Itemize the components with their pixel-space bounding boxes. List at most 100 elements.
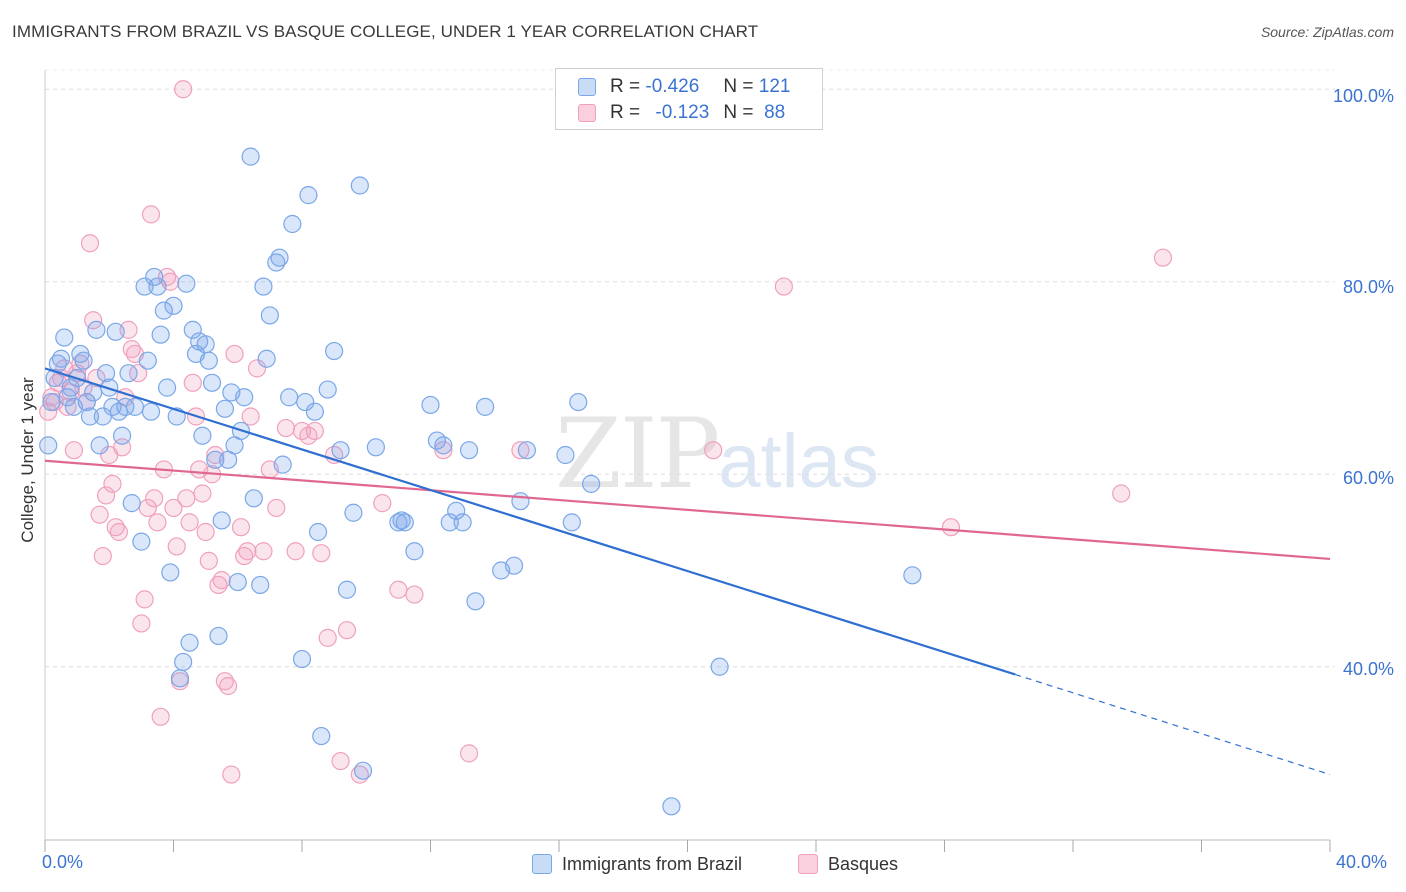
stats-legend-basques: R = -0.123 N = 88 <box>578 101 785 125</box>
brazil-point <box>87 320 106 339</box>
brazil-point <box>177 274 196 293</box>
brazil-point <box>74 351 93 370</box>
brazil-point <box>710 657 729 676</box>
brazil-point <box>148 277 167 296</box>
brazil-point <box>405 542 424 561</box>
brazil-point <box>517 441 536 460</box>
r-label: R = <box>610 76 641 97</box>
brazil-point <box>280 388 299 407</box>
basques-point <box>231 518 251 537</box>
basques-point <box>93 546 112 566</box>
x-tick-0: 0.0% <box>42 852 84 872</box>
brazil-point <box>273 455 292 474</box>
brazil-point <box>257 349 276 368</box>
brazil-point <box>51 349 71 368</box>
brazil-point <box>244 489 263 508</box>
brazil-point <box>161 563 180 582</box>
brazil-point <box>228 572 247 592</box>
basques-point <box>235 546 254 566</box>
basques-point <box>80 234 100 253</box>
brazil-trend-extension <box>1014 673 1331 776</box>
brazil-point <box>138 351 157 370</box>
basques-point <box>247 359 267 378</box>
brazil-point <box>180 633 199 652</box>
brazil-point <box>202 373 222 392</box>
basques-point <box>254 542 273 561</box>
brazil-point <box>392 511 411 530</box>
gridlines <box>45 69 1335 668</box>
brazil-point <box>421 395 440 415</box>
basques-point <box>219 676 238 696</box>
basques-point <box>305 421 324 441</box>
brazil-point <box>299 186 318 205</box>
brazil-point <box>267 253 286 272</box>
brazil-point <box>434 436 453 455</box>
brazil-point <box>582 474 601 493</box>
basques-point <box>511 441 530 460</box>
basques-point <box>312 544 331 563</box>
brazil-point <box>106 322 125 341</box>
basques-point <box>267 498 286 518</box>
watermark-atlas: atlas <box>718 419 879 504</box>
y-tick-40: 40.0% <box>1342 659 1394 679</box>
basques-point <box>286 542 305 561</box>
brazil-point <box>125 397 145 416</box>
brazil-point <box>61 378 80 397</box>
bottom-legend-brazil-label: Immigrants from Brazil <box>562 853 743 874</box>
brazil-point <box>135 277 154 296</box>
bottom-legend-brazil: Immigrants from Brazil <box>532 852 742 876</box>
brazil-point <box>459 441 479 460</box>
basques-point <box>225 344 244 364</box>
basques-point <box>331 751 350 771</box>
brazil-point <box>116 397 135 416</box>
n-label: N = <box>723 76 754 97</box>
brazil-point <box>164 296 183 315</box>
brazil-point <box>305 402 324 421</box>
watermark-zip: ZIP <box>555 398 720 510</box>
brazil-point <box>193 426 212 445</box>
brazil-point <box>55 328 74 347</box>
brazil-point <box>511 492 530 511</box>
basques-point <box>109 522 128 542</box>
brazil-point <box>206 450 225 469</box>
brazil-point <box>235 388 254 407</box>
basques-swatch-icon <box>798 854 818 874</box>
n-value: 88 <box>764 102 786 123</box>
brazil-point <box>254 277 273 296</box>
n-label: N = <box>723 102 754 123</box>
r-label: R = <box>610 102 641 123</box>
basques-point <box>241 407 260 426</box>
brazil-point <box>251 575 270 595</box>
basques-point <box>132 614 151 633</box>
brazil-point <box>119 364 138 383</box>
basques-point <box>193 484 212 503</box>
brazil-point <box>112 426 132 445</box>
basques-point <box>1153 248 1173 267</box>
y-tick-80: 80.0% <box>1342 277 1394 297</box>
brazil-point <box>260 306 279 325</box>
brazil-point <box>556 445 575 465</box>
bottom-legend-basques: Basques <box>798 852 898 876</box>
brazil-point <box>170 669 190 688</box>
stats-legend: R = -0.426 N = 121 R = -0.123 N = 88 <box>555 68 823 130</box>
source-label: Source: ZipAtlas.com <box>1260 24 1394 40</box>
brazil-point <box>312 726 331 746</box>
brazil-point <box>353 761 373 780</box>
brazil-point <box>453 513 472 532</box>
brazil-point <box>96 364 116 383</box>
basques-point <box>122 340 141 359</box>
brazil-point <box>199 351 218 370</box>
basques-swatch-icon <box>578 104 596 122</box>
basques-point <box>151 707 170 726</box>
brazil-point <box>157 378 177 397</box>
brazil-point <box>209 626 228 646</box>
basques-point <box>39 402 58 421</box>
brazil-point <box>196 335 215 354</box>
brazil-point <box>154 301 173 320</box>
brazil-point <box>447 501 466 520</box>
chart-title: IMMIGRANTS FROM BRAZIL VS BASQUE COLLEGE… <box>12 22 759 41</box>
n-value: 121 <box>758 76 791 97</box>
basques-point <box>238 542 257 561</box>
basques-point <box>129 364 148 383</box>
